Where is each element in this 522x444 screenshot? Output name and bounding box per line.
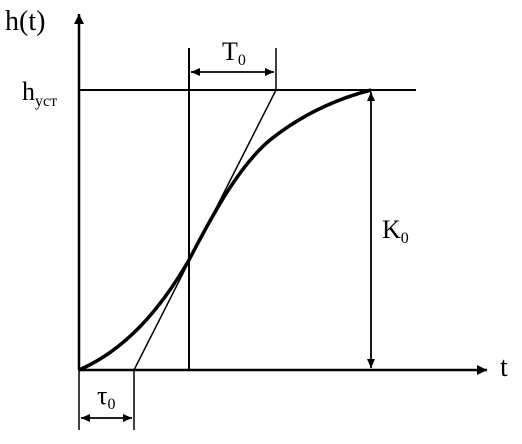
h-level-label: hуст	[22, 77, 57, 110]
T0-label: T0	[222, 37, 246, 69]
K0-label: K0	[382, 215, 409, 247]
step-response-curve	[78, 88, 372, 372]
tau0-label: τ0	[97, 381, 115, 413]
x-axis-label: t	[500, 352, 508, 383]
y-axis-label: h(t)	[5, 6, 45, 37]
